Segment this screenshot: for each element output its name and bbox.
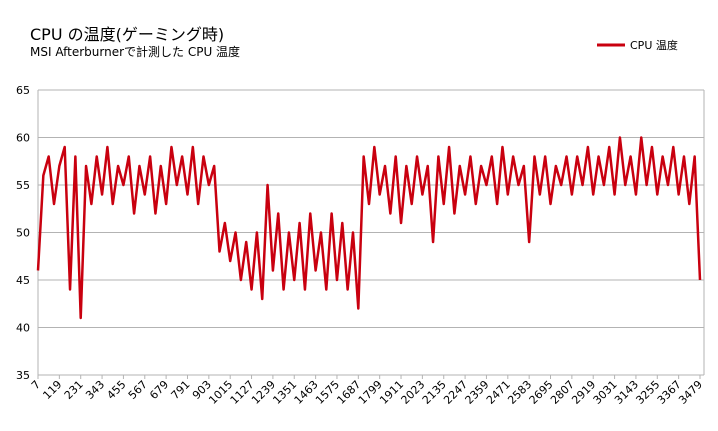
x-tick-label: 7 <box>29 378 43 392</box>
x-tick-label: 455 <box>104 378 128 402</box>
x-tick-label: 231 <box>62 378 86 402</box>
x-tick-label: 2695 <box>527 378 556 407</box>
x-tick-label: 3255 <box>633 378 662 407</box>
x-tick-label: 1015 <box>206 378 235 407</box>
x-tick-label: 679 <box>147 378 171 402</box>
x-tick-label: 3367 <box>655 378 684 407</box>
x-tick-label: 2247 <box>441 378 470 407</box>
y-tick-label: 40 <box>16 322 30 335</box>
y-tick-label: 50 <box>16 227 30 240</box>
x-tick-label: 2359 <box>463 378 492 407</box>
x-tick-label: 567 <box>126 378 150 402</box>
y-tick-label: 45 <box>16 274 30 287</box>
x-tick-label: 119 <box>40 378 64 402</box>
y-tick-label: 60 <box>16 132 30 145</box>
x-tick-label: 2135 <box>420 378 449 407</box>
y-tick-label: 55 <box>16 179 30 192</box>
x-tick-label: 1127 <box>228 378 257 407</box>
x-tick-label: 3479 <box>676 378 705 407</box>
x-tick-label: 3143 <box>612 378 641 407</box>
x-tick-label: 1687 <box>334 378 363 407</box>
x-tick-label: 2023 <box>399 378 428 407</box>
chart-title: CPU の温度(ゲーミング時) <box>30 25 224 44</box>
x-tick-label: 1463 <box>292 378 321 407</box>
y-tick-label: 35 <box>16 369 30 382</box>
x-tick-label: 2807 <box>548 378 577 407</box>
x-tick-label: 1911 <box>377 378 406 407</box>
chart-subtitle: MSI Afterburnerで計測した CPU 温度 <box>30 44 240 59</box>
x-tick-label: 2583 <box>505 378 534 407</box>
x-tick-label: 343 <box>83 378 107 402</box>
x-tick-label: 1575 <box>313 378 342 407</box>
x-tick-label: 2919 <box>569 378 598 407</box>
x-tick-label: 1799 <box>356 378 385 407</box>
x-tick-label: 1239 <box>249 378 278 407</box>
x-tick-label: 791 <box>169 378 193 402</box>
x-tick-label: 2471 <box>484 378 513 407</box>
x-tick-label: 3031 <box>591 378 620 407</box>
y-tick-label: 65 <box>16 84 30 97</box>
legend-label: CPU 温度 <box>630 38 678 52</box>
x-tick-label: 1351 <box>270 378 299 407</box>
line-series <box>36 136 702 320</box>
